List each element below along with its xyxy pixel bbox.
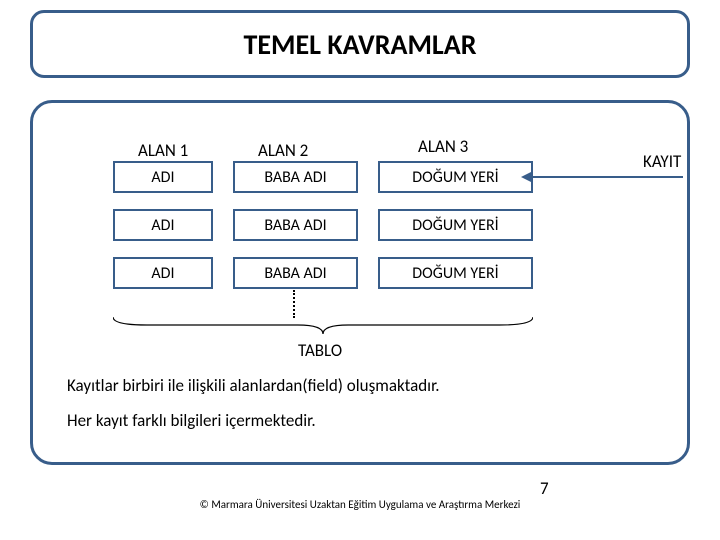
table-cell: BABA ADI [233,161,358,193]
table-cell: BABA ADI [233,209,358,241]
tablo-label: TABLO [298,340,342,361]
table-cell: DOĞUM YERİ [378,161,533,193]
page-number: 7 [540,478,549,499]
table-cell: DOĞUM YERİ [378,209,533,241]
table-cell: DOĞUM YERİ [378,257,533,289]
kayit-arrow-head [521,171,533,183]
column-header-3: ALAN 3 [418,136,468,157]
table-cell: BABA ADI [233,257,358,289]
footer-text: © Marmara Üniversitesi Uzaktan Eğitim Uy… [0,498,720,511]
column-header-1: ALAN 1 [138,140,188,161]
table-cell: ADI [113,161,213,193]
title-container: TEMEL KAVRAMLAR [30,10,690,78]
body-paragraph-1: Kayıtlar birbiri ile ilişkili alanlardan… [67,375,440,396]
kayit-label: KAYIT [643,151,681,172]
kayit-arrow-line [533,176,683,178]
dotted-continuation [293,290,295,318]
page-title: TEMEL KAVRAMLAR [244,27,477,62]
table-cell: ADI [113,209,213,241]
body-paragraph-2: Her kayıt farklı bilgileri içermektedir. [67,410,316,431]
table-cell: ADI [113,257,213,289]
column-header-2: ALAN 2 [258,140,308,161]
curly-brace [113,315,533,335]
content-container: ALAN 1 ALAN 2 ALAN 3 ADI BABA ADI DOĞUM YE… [30,100,690,465]
